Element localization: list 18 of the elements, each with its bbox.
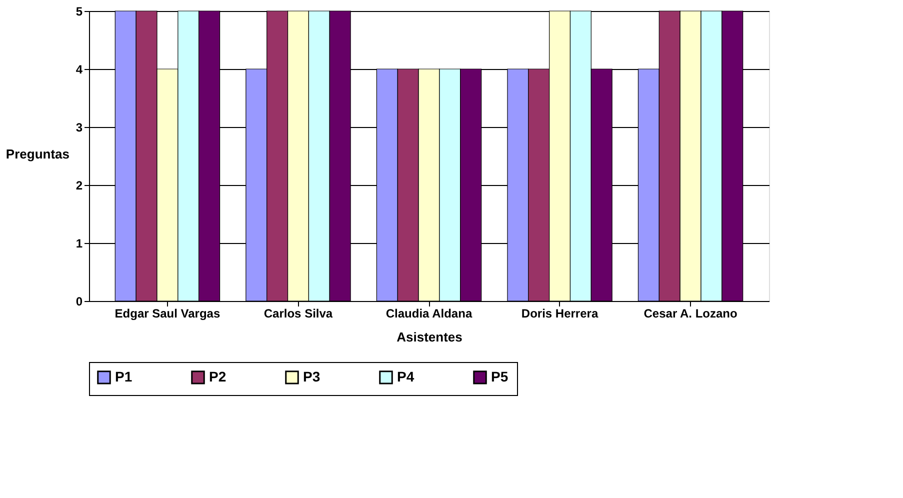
legend-label: P1 xyxy=(115,368,132,384)
legend-label: P3 xyxy=(303,368,320,384)
legend-label: P4 xyxy=(397,368,414,384)
x-tick-label: Cesar A. Lozano xyxy=(644,306,738,320)
legend-label: P5 xyxy=(491,368,508,384)
y-axis-title: Preguntas xyxy=(6,146,70,162)
x-tick-label: Claudia Aldana xyxy=(386,306,472,320)
y-tick-label: 3 xyxy=(76,120,83,134)
y-tick-label: 0 xyxy=(76,294,83,308)
x-tick-label: Doris Herrera xyxy=(521,306,598,320)
x-tick-label: Edgar Saul Vargas xyxy=(114,306,220,320)
x-tick-label: Carlos Silva xyxy=(264,306,333,320)
x-axis-title: Asistentes xyxy=(396,330,462,344)
y-tick-label: 1 xyxy=(76,236,83,250)
y-tick-label: 5 xyxy=(76,4,83,18)
legend-label: P2 xyxy=(209,368,226,384)
y-tick-label: 2 xyxy=(76,178,83,192)
y-tick-label: 4 xyxy=(76,62,83,76)
